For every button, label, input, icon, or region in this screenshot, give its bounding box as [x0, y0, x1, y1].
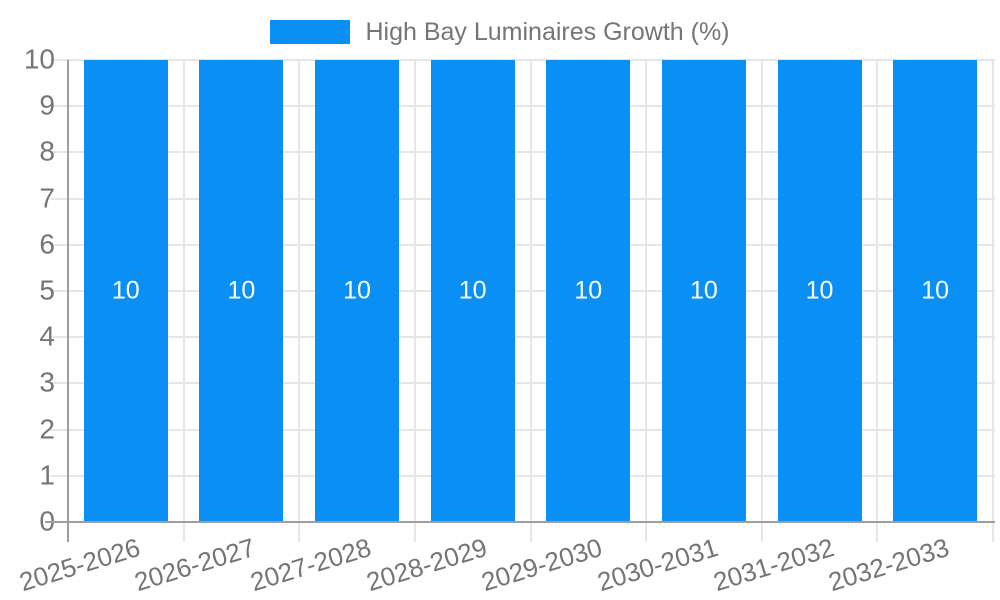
bar[interactable]: [430, 60, 515, 522]
gridline-h: [50, 59, 995, 61]
legend-label: High Bay Luminaires Growth (%): [365, 17, 730, 46]
y-tick-label: 3: [39, 366, 55, 398]
gridline-v: [992, 60, 994, 542]
bar[interactable]: [315, 60, 400, 522]
gridline-v: [298, 60, 301, 542]
gridline-v: [760, 60, 763, 542]
bar[interactable]: [777, 60, 862, 522]
y-tick-label: 2: [39, 413, 55, 445]
gridline-h: [50, 382, 995, 385]
bar[interactable]: [83, 60, 168, 522]
chart-legend[interactable]: High Bay Luminaires Growth (%): [0, 17, 1000, 47]
gridline-h: [50, 474, 995, 477]
gridline-v: [182, 60, 185, 542]
gridline-v: [876, 60, 879, 542]
y-tick-label: 7: [39, 182, 55, 214]
bar[interactable]: [893, 60, 978, 522]
gridline-h: [50, 105, 995, 108]
bar-value-label: 10: [227, 276, 256, 305]
bar-value-label: 10: [111, 276, 140, 305]
gridline-h: [50, 151, 995, 154]
bar-value-label: 10: [805, 276, 834, 305]
gridline-h: [50, 290, 995, 292]
bar[interactable]: [199, 60, 284, 522]
gridline-v: [645, 60, 648, 542]
y-axis-line: [67, 60, 69, 542]
gridline-h: [50, 243, 995, 246]
gridline-h: [50, 197, 995, 200]
legend-swatch-icon: [270, 20, 351, 44]
bar-value-label: 10: [458, 276, 487, 305]
y-tick-label: 9: [39, 89, 55, 121]
y-tick-label: 6: [39, 228, 55, 260]
y-tick-label: 8: [39, 135, 55, 167]
bar[interactable]: [661, 60, 746, 522]
gridline-h: [50, 428, 995, 431]
bar-value-label: 10: [574, 276, 603, 305]
bar-value-label: 10: [343, 276, 371, 305]
gridline-h: [50, 336, 995, 339]
x-axis-line: [45, 521, 995, 523]
y-tick-label: 0: [5, 507, 55, 535]
y-tick-label: 1: [39, 459, 55, 491]
y-tick-label: 10: [23, 43, 55, 75]
gridline-v: [529, 60, 532, 542]
bar-value-label: 10: [690, 276, 718, 305]
bar[interactable]: [546, 60, 631, 522]
y-tick-label: 5: [39, 274, 55, 306]
y-tick-label: 4: [39, 320, 55, 352]
bar-value-label: 10: [921, 276, 950, 305]
gridline-v: [413, 60, 416, 542]
